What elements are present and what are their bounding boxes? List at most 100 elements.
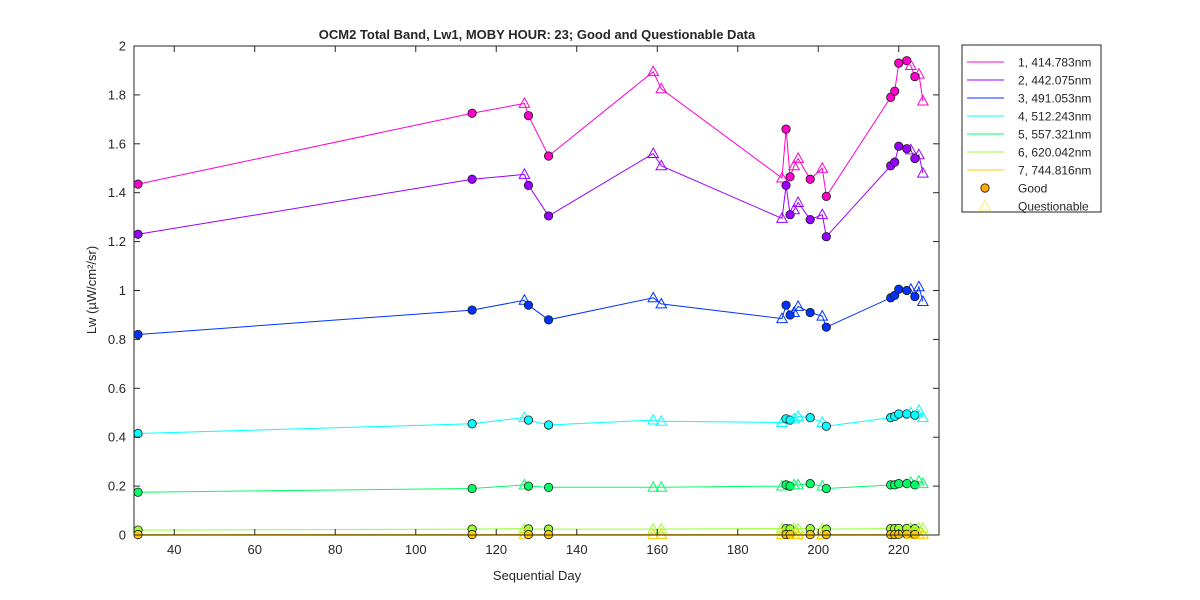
- good-point: [894, 409, 904, 419]
- good-point: [781, 124, 791, 134]
- legend-entry: 6, 620.042nm: [1018, 146, 1091, 160]
- questionable-point: [647, 147, 660, 159]
- legend-entry: Questionable: [1018, 200, 1089, 214]
- y-tick-label: 0.8: [108, 332, 126, 347]
- good-point: [805, 307, 815, 318]
- good-point: [910, 292, 920, 302]
- series-2: [133, 141, 929, 242]
- good-point: [805, 479, 815, 489]
- good-point: [133, 428, 143, 439]
- legend-box: [961, 44, 1102, 213]
- plot-area: [134, 46, 939, 535]
- questionable-point: [655, 414, 668, 426]
- questionable-point: [912, 67, 925, 79]
- questionable-point: [788, 305, 801, 317]
- y-tick-label: 1.4: [108, 185, 126, 200]
- good-point: [523, 111, 534, 121]
- good-point: [890, 86, 900, 96]
- good-point: [543, 211, 554, 221]
- good-point: [805, 174, 815, 184]
- good-point: [133, 329, 143, 340]
- questionable-point: [655, 297, 668, 309]
- questionable-point: [792, 151, 805, 163]
- x-tick-label: 100: [405, 542, 427, 557]
- questionable-point: [816, 161, 829, 173]
- legend-entry: 5, 557.321nm: [1018, 128, 1091, 142]
- questionable-point: [655, 82, 668, 94]
- x-tick-label: 180: [727, 542, 749, 557]
- questionable-point: [816, 208, 829, 220]
- good-point: [523, 180, 534, 190]
- legend-entry: 2, 442.075nm: [1018, 74, 1091, 88]
- x-tick-label: 200: [807, 542, 829, 557]
- questionable-point: [647, 291, 660, 303]
- questionable-point: [916, 294, 929, 306]
- questionable-point: [916, 166, 929, 178]
- good-point: [133, 487, 143, 497]
- questionable-point: [816, 309, 829, 321]
- questionable-point: [912, 148, 925, 160]
- good-point: [821, 421, 831, 431]
- good-point: [467, 108, 477, 118]
- legend-questionable-marker: [978, 199, 992, 211]
- questionable-point: [912, 280, 925, 292]
- questionable-point: [788, 159, 801, 171]
- y-tick-label: 1: [119, 283, 126, 298]
- series-5: [133, 474, 929, 497]
- x-tick-label: 60: [248, 542, 262, 557]
- good-point: [467, 305, 477, 315]
- good-point: [523, 481, 534, 491]
- good-point: [894, 58, 904, 68]
- questionable-point: [775, 312, 789, 324]
- good-point: [543, 315, 554, 325]
- good-point: [821, 322, 831, 332]
- questionable-point: [904, 59, 917, 71]
- x-axis-label: Sequential Day: [493, 568, 582, 583]
- x-tick-label: 40: [167, 542, 181, 557]
- questionable-point: [792, 478, 805, 490]
- good-point: [467, 174, 477, 184]
- y-tick-label: 0.6: [108, 381, 126, 396]
- good-point: [890, 157, 900, 167]
- good-point: [805, 413, 815, 423]
- questionable-point: [792, 409, 805, 421]
- legend-entry: 7, 744.816nm: [1018, 164, 1091, 178]
- questionable-point: [655, 159, 668, 171]
- good-point: [910, 410, 920, 420]
- questionable-point: [775, 211, 789, 223]
- y-tick-label: 1.2: [108, 234, 126, 249]
- legend-good-marker: [980, 183, 990, 193]
- questionable-point: [916, 521, 929, 533]
- questionable-point: [912, 403, 925, 415]
- questionable-point: [904, 143, 917, 155]
- good-point: [821, 232, 831, 242]
- questionable-point: [518, 167, 531, 179]
- y-tick-label: 1.6: [108, 136, 126, 151]
- questionable-point: [916, 94, 929, 106]
- good-point: [821, 191, 831, 201]
- legend: 1, 414.783nm 2, 442.075nm 3, 491.053nm 4, 5…: [961, 44, 1102, 214]
- series-4: [133, 403, 929, 439]
- good-point: [781, 180, 791, 190]
- questionable-point: [916, 411, 929, 423]
- good-point: [894, 141, 904, 151]
- y-axis-label: Lw (µW/cm²/sr): [84, 246, 99, 334]
- questionable-point: [655, 522, 668, 534]
- good-point: [785, 210, 795, 220]
- questionable-point: [647, 527, 660, 539]
- chart-title: OCM2 Total Band, Lw1, MOBY HOUR: 23; Goo…: [319, 27, 756, 42]
- legend-entry: 1, 414.783nm: [1018, 56, 1091, 70]
- questionable-point: [792, 522, 805, 534]
- questionable-point: [792, 299, 805, 311]
- good-point: [902, 144, 912, 154]
- good-point: [894, 479, 904, 489]
- questionable-point: [647, 413, 660, 425]
- good-point: [467, 419, 477, 429]
- good-point: [543, 151, 554, 161]
- questionable-point: [792, 527, 805, 539]
- questionable-point: [916, 527, 929, 539]
- good-point: [133, 179, 143, 189]
- questionable-point: [788, 203, 801, 215]
- good-point: [523, 415, 534, 425]
